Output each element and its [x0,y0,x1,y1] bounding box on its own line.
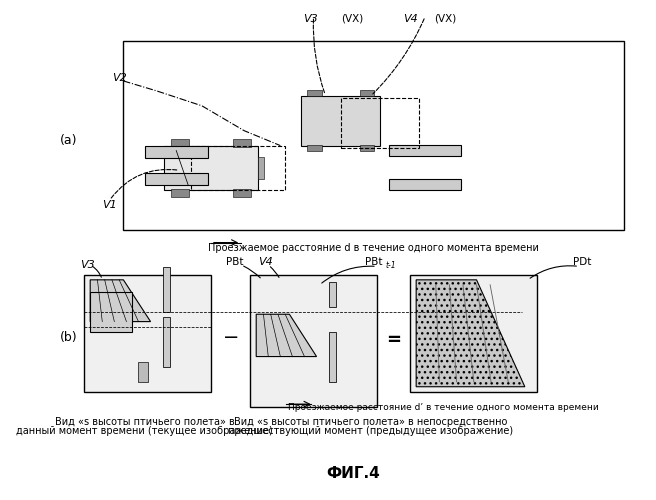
Bar [163,317,170,367]
Text: PDt: PDt [573,258,591,268]
Bar [84,275,211,392]
Text: (VX): (VX) [434,14,457,24]
Bar [329,332,336,382]
Text: Проезжаемое расстояние d’ в течение одного момента времени: Проезжаемое расстояние d’ в течение одно… [288,403,599,412]
Bar [307,145,322,151]
Text: V4: V4 [258,258,273,268]
Text: предшествующий момент (предыдущее изображение): предшествующий момент (предыдущее изобра… [228,426,514,436]
Bar [410,275,537,392]
Bar [192,146,285,190]
Text: V1: V1 [102,200,117,210]
Bar [164,146,258,190]
Bar [233,139,251,147]
Text: PBt: PBt [365,258,382,268]
Text: PBt: PBt [226,258,244,268]
Text: (VX): (VX) [340,14,363,24]
Bar [258,157,264,179]
Text: Вид «s высоты птичьего полета» в: Вид «s высоты птичьего полета» в [54,416,234,426]
Bar [250,275,377,406]
Text: Проезжаемое расстояние d в течение одного момента времени: Проезжаемое расстояние d в течение одног… [209,242,539,252]
Bar [144,146,208,158]
Text: =: = [386,330,401,348]
Bar [359,90,374,96]
Text: V3: V3 [303,14,318,24]
Text: V3: V3 [80,260,94,270]
Bar [302,96,380,146]
Bar [144,173,208,186]
Text: (a): (a) [60,134,78,147]
Text: V4: V4 [403,14,417,24]
Text: ФИГ.4: ФИГ.4 [326,466,380,481]
Bar [171,139,189,147]
Polygon shape [416,280,525,386]
Bar [138,362,148,382]
Bar [307,90,322,96]
Text: Вид «s высоты птичьего полета» в непосредственно: Вид «s высоты птичьего полета» в непосре… [234,416,508,426]
Bar [171,189,189,197]
Text: t-1: t-1 [386,262,397,270]
Bar [90,292,133,333]
Bar [233,189,251,197]
Bar [359,145,374,151]
Bar [329,282,336,307]
Bar [340,98,419,148]
Bar [123,41,625,230]
Polygon shape [90,280,151,322]
Text: −: − [222,328,239,346]
Bar [389,180,461,190]
Bar [389,144,461,156]
Bar [163,267,170,312]
Text: V2: V2 [112,74,127,84]
Text: данный момент времени (текущее изображение): данный момент времени (текущее изображен… [16,426,273,436]
Text: (b): (b) [60,330,78,344]
Polygon shape [256,314,317,356]
